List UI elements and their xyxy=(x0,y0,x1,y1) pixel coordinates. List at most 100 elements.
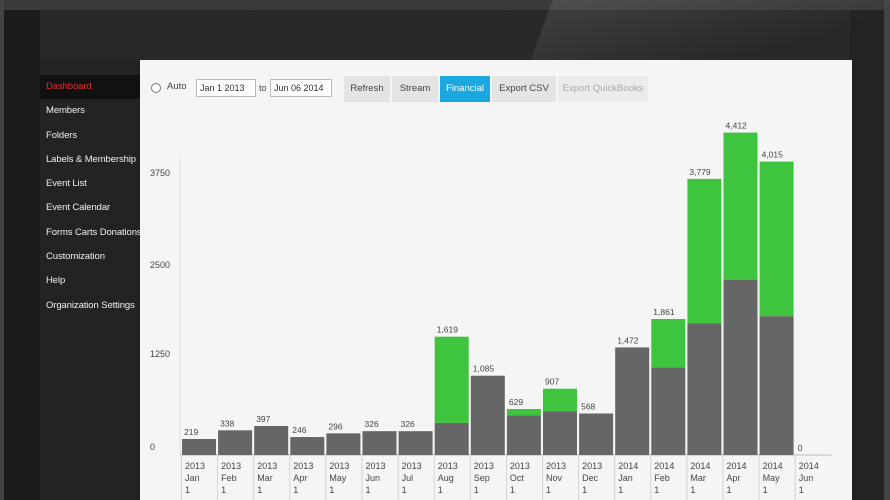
x-tick-day: 1 xyxy=(293,485,298,495)
x-tick-year: 2013 xyxy=(438,461,458,471)
x-tick-month: Apr xyxy=(293,473,307,483)
x-tick-day: 1 xyxy=(474,485,479,495)
bar-segment-gray xyxy=(398,431,433,455)
x-tick-year: 2013 xyxy=(366,461,386,471)
x-tick-year: 2014 xyxy=(763,461,783,471)
refresh-button[interactable]: Refresh xyxy=(344,76,390,102)
bar-segment-gray xyxy=(254,425,289,455)
x-tick-day: 1 xyxy=(438,485,443,495)
x-tick-month: Mar xyxy=(690,473,706,483)
bar-total-label: 907 xyxy=(545,377,559,387)
sidebar-item-event-calendar[interactable]: Event Calendar xyxy=(46,202,111,214)
y-tick-label: 1250 xyxy=(150,349,171,359)
x-tick-day: 1 xyxy=(582,485,587,495)
x-tick-year: 2014 xyxy=(654,461,674,471)
to-date-input[interactable] xyxy=(270,79,332,97)
bar-segment-green xyxy=(723,132,758,280)
auto-radio[interactable] xyxy=(151,83,161,93)
sidebar-item-labels-membership[interactable]: Labels & Membership xyxy=(46,153,136,165)
bar-segment-gray xyxy=(759,316,794,455)
y-tick-label: 2500 xyxy=(150,260,171,270)
x-tick-day: 1 xyxy=(221,485,226,495)
bar-segment-gray xyxy=(290,437,325,455)
sidebar-item-customization[interactable]: Customization xyxy=(46,251,105,263)
x-tick-year: 2013 xyxy=(582,461,602,471)
sidebar-item-event-list[interactable]: Event List xyxy=(46,178,87,190)
x-tick-day: 1 xyxy=(185,485,190,495)
x-tick-year: 2013 xyxy=(257,461,277,471)
bar-total-label: 397 xyxy=(256,414,270,424)
bar-segment-gray xyxy=(218,430,253,455)
bar-total-label: 326 xyxy=(365,419,379,429)
y-tick-label: 3750 xyxy=(150,168,171,178)
bar-segment-green xyxy=(651,319,686,368)
financial-button[interactable]: Financial xyxy=(440,76,490,102)
bar-total-label: 1,861 xyxy=(653,307,675,317)
x-tick-day: 1 xyxy=(690,485,695,495)
bar-segment-gray xyxy=(579,413,614,455)
bezel-right-highlight xyxy=(884,0,890,500)
bar-segment-gray xyxy=(326,433,361,455)
bezel-top-edge xyxy=(0,0,890,10)
bar-segment-gray xyxy=(615,347,650,455)
bar-total-label: 568 xyxy=(581,401,595,411)
bar-total-label: 338 xyxy=(220,418,234,428)
bezel-right xyxy=(850,0,890,500)
bar-segment-green xyxy=(434,336,469,423)
x-tick-month: Nov xyxy=(546,473,563,483)
x-tick-day: 1 xyxy=(654,485,659,495)
export-csv-button[interactable]: Export CSV xyxy=(492,76,556,102)
x-tick-year: 2014 xyxy=(618,461,638,471)
x-tick-year: 2013 xyxy=(474,461,494,471)
sidebar-item-organization-settings[interactable]: Organization Settings xyxy=(46,299,135,311)
stream-button[interactable]: Stream xyxy=(392,76,438,102)
to-label: to xyxy=(259,83,267,93)
bar-total-label: 219 xyxy=(184,427,198,437)
x-tick-month: Sep xyxy=(474,473,490,483)
bar-segment-gray xyxy=(362,431,397,455)
x-tick-year: 2013 xyxy=(510,461,530,471)
auto-label: Auto xyxy=(167,81,187,92)
bezel-left-highlight xyxy=(0,0,4,500)
bar-total-label: 246 xyxy=(292,425,306,435)
x-tick-month: Jun xyxy=(799,473,814,483)
sidebar-item-dashboard[interactable]: Dashboard xyxy=(40,75,140,100)
x-tick-day: 1 xyxy=(763,485,768,495)
x-tick-month: Oct xyxy=(510,473,525,483)
x-tick-month: Feb xyxy=(221,473,237,483)
bar-segment-gray xyxy=(470,375,505,455)
x-tick-year: 2013 xyxy=(402,461,422,471)
x-tick-month: Apr xyxy=(727,473,741,483)
x-tick-year: 2013 xyxy=(293,461,313,471)
bar-total-label: 1,472 xyxy=(617,335,639,345)
sidebar-item-folders[interactable]: Folders xyxy=(46,129,77,141)
bar-total-label: 1,619 xyxy=(437,325,459,335)
sidebar-item-help[interactable]: Help xyxy=(46,275,66,287)
x-tick-month: May xyxy=(763,473,781,483)
bar-total-label: 4,015 xyxy=(762,150,784,160)
bar-segment-gray xyxy=(687,323,722,455)
export-quickbooks-button[interactable]: Export QuickBooks xyxy=(558,76,648,102)
x-tick-day: 1 xyxy=(402,485,407,495)
bar-segment-gray xyxy=(651,367,686,455)
sidebar-item-forms-carts-donations[interactable]: Forms Carts Donations xyxy=(46,226,142,238)
x-tick-month: Feb xyxy=(654,473,670,483)
bar-total-label: 326 xyxy=(401,419,415,429)
bar-segment-green xyxy=(687,178,722,324)
bar-total-label: 0 xyxy=(798,443,803,453)
x-tick-year: 2014 xyxy=(690,461,710,471)
from-date-input[interactable] xyxy=(196,79,256,97)
sidebar-item-members[interactable]: Members xyxy=(46,105,85,117)
x-tick-month: Aug xyxy=(438,473,454,483)
x-tick-day: 1 xyxy=(329,485,334,495)
bar-segment-green xyxy=(543,388,577,412)
x-tick-year: 2013 xyxy=(546,461,566,471)
x-tick-month: Jun xyxy=(366,473,381,483)
x-tick-day: 1 xyxy=(546,485,551,495)
bar-segment-green xyxy=(506,409,541,416)
financial-chart: 3750 2500 1250 0 219 2013 Jan 1 338 2013 Feb 1 3… xyxy=(140,118,852,500)
x-tick-day: 1 xyxy=(799,485,804,495)
screen: Dashboard Members Folders Labels & Membersh… xyxy=(40,60,852,500)
x-tick-year: 2013 xyxy=(185,461,205,471)
